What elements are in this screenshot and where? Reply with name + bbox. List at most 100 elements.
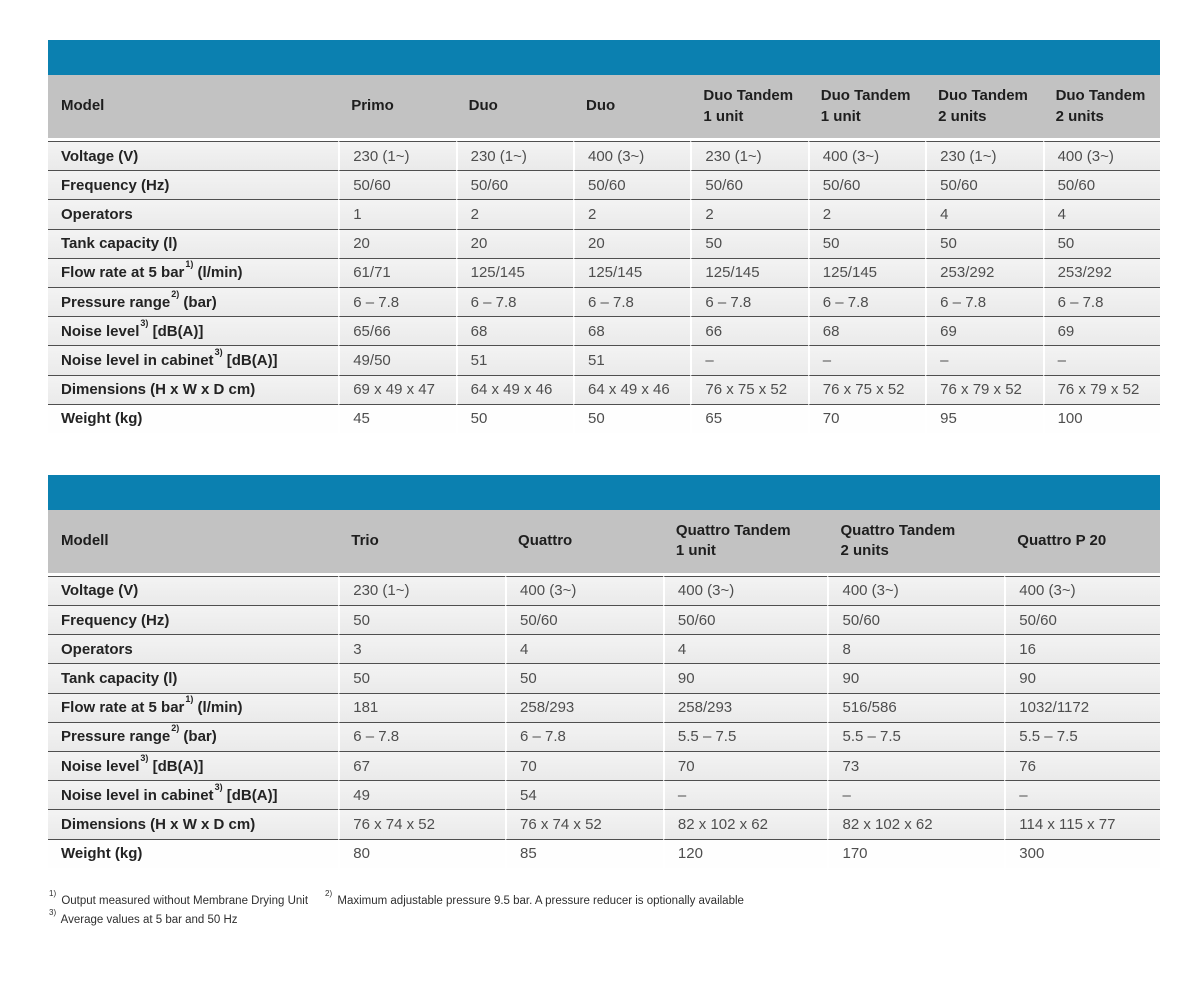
spec-value-cell: 95 xyxy=(925,403,1043,433)
spec-row: Weight (kg) 45 50 50 65 70 95 100 xyxy=(48,403,1160,433)
spec-value-cell: – xyxy=(662,780,828,810)
spec-value-cell: 6 – 7.8 xyxy=(455,286,573,317)
spec-value-cell: 400 (3~) xyxy=(573,141,691,171)
footnote: 2) Maximum adjustable pressure 9.5 bar. … xyxy=(325,888,744,907)
spec-value-cell: 230 (1~) xyxy=(338,575,506,606)
spec-value-cell: 6 – 7.8 xyxy=(338,721,506,751)
spec-value-cell: 400 (3~) xyxy=(505,575,663,606)
model-column-header: Modell xyxy=(48,509,339,576)
spec-row: Voltage (V) 230 (1~) 400 (3~) 400 (3~) 400 (… xyxy=(48,575,1160,606)
spec-value-cell: 400 (3~) xyxy=(1042,141,1160,171)
column-header: Duo xyxy=(455,75,573,141)
column-header: Duo Tandem 2 units xyxy=(925,75,1043,141)
spec-value-cell: 50 xyxy=(807,228,926,258)
spec-row: Flow rate at 5 bar1) (l/min) 181 258/293 25… xyxy=(48,692,1160,722)
column-header: Quattro P 20 xyxy=(1004,509,1160,576)
spec-value-cell: 49/50 xyxy=(338,345,456,375)
spec-value-cell: 4 xyxy=(925,199,1043,229)
spec-value-cell: 16 xyxy=(1004,634,1160,664)
row-label: Tank capacity (l) xyxy=(48,663,339,693)
spec-value-cell: 50/60 xyxy=(690,170,808,200)
spec-value-cell: 90 xyxy=(827,663,1005,693)
spec-value-cell: 76 x 79 x 52 xyxy=(925,374,1043,404)
spec-row: Frequency (Hz) 50 50/60 50/60 50/60 50/60 xyxy=(48,605,1160,635)
spec-value-cell: 4 xyxy=(505,634,663,664)
column-header: Duo Tandem 1 unit xyxy=(690,75,808,141)
spec-sheet-page: Model Primo Duo Duo Duo Tandem 1 unit Duo Tand… xyxy=(48,40,1160,930)
duo-table-header: Model Primo Duo Duo Duo Tandem 1 unit Duo Tand… xyxy=(48,75,1160,141)
spec-value-cell: 50/60 xyxy=(505,605,663,635)
row-label: Noise level3) [dB(A)] xyxy=(48,751,339,781)
spec-value-cell: 230 (1~) xyxy=(690,141,808,171)
spec-value-cell: 170 xyxy=(827,838,1005,868)
column-header: Duo xyxy=(573,75,691,141)
spec-value-cell: 69 xyxy=(1042,316,1160,346)
spec-value-cell: 69 xyxy=(925,316,1043,346)
spec-value-cell: 400 (3~) xyxy=(1004,575,1160,606)
row-label: Weight (kg) xyxy=(48,838,339,868)
spec-value-cell: 50 xyxy=(338,605,506,635)
spec-value-cell: 2 xyxy=(455,199,573,229)
header-row: Model Primo Duo Duo Duo Tandem 1 unit Duo Tand… xyxy=(48,75,1160,141)
row-label: Noise level3) [dB(A)] xyxy=(48,316,339,346)
spec-value-cell: 6 – 7.8 xyxy=(807,286,926,317)
spec-value-cell: 82 x 102 x 62 xyxy=(827,809,1005,839)
spec-value-cell: 50/60 xyxy=(1042,170,1160,200)
row-label: Noise level in cabinet3) [dB(A)] xyxy=(48,780,339,810)
spec-value-cell: 8 xyxy=(827,634,1005,664)
spec-value-cell: 64 x 49 x 46 xyxy=(455,374,573,404)
spec-value-cell: 67 xyxy=(338,751,506,781)
column-header: Quattro Tandem 1 unit xyxy=(662,509,828,576)
row-label: Noise level in cabinet3) [dB(A)] xyxy=(48,345,339,375)
spec-value-cell: 114 x 115 x 77 xyxy=(1004,809,1160,839)
spec-value-cell: 120 xyxy=(662,838,828,868)
spec-row: Tank capacity (l) 50 50 90 90 90 xyxy=(48,663,1160,693)
spec-row: Dimensions (H x W x D cm) 76 x 74 x 52 76 … xyxy=(48,809,1160,839)
spec-value-cell: 230 (1~) xyxy=(455,141,573,171)
spec-row: Weight (kg) 80 85 120 170 300 xyxy=(48,838,1160,868)
spec-row: Frequency (Hz) 50/60 50/60 50/60 50/60 50/60 5… xyxy=(48,170,1160,200)
spec-value-cell: 90 xyxy=(662,663,828,693)
spec-value-cell: 70 xyxy=(807,403,926,433)
row-label: Frequency (Hz) xyxy=(48,605,339,635)
spec-value-cell: 20 xyxy=(338,228,456,258)
spec-row: Noise level3) [dB(A)] 67 70 70 73 76 xyxy=(48,751,1160,781)
spec-value-cell: 61/71 xyxy=(338,257,456,287)
row-label: Voltage (V) xyxy=(48,141,339,171)
spec-row: Pressure range2) (bar) 6 – 7.8 6 – 7.8 5.5 … xyxy=(48,721,1160,751)
spec-row: Operators 1 2 2 2 2 4 4 xyxy=(48,199,1160,229)
column-header: Trio xyxy=(338,509,506,576)
row-label: Pressure range2) (bar) xyxy=(48,721,339,751)
spec-value-cell: 1 xyxy=(338,199,456,229)
spec-value-cell: 50 xyxy=(573,403,691,433)
spec-value-cell: 76 x 79 x 52 xyxy=(1042,374,1160,404)
spec-value-cell: 69 x 49 x 47 xyxy=(338,374,456,404)
column-header: Quattro xyxy=(505,509,663,576)
spec-value-cell: – xyxy=(827,780,1005,810)
spec-value-cell: 6 – 7.8 xyxy=(505,721,663,751)
row-label: Dimensions (H x W x D cm) xyxy=(48,809,339,839)
spec-row: Operators 3 4 4 8 16 xyxy=(48,634,1160,664)
spec-value-cell: 253/292 xyxy=(1042,257,1160,287)
duo-table-title-bar xyxy=(48,40,1160,75)
footnotes: 1) Output measured without Membrane Dryi… xyxy=(48,888,1160,930)
spec-value-cell: 82 x 102 x 62 xyxy=(662,809,828,839)
spec-value-cell: 125/145 xyxy=(455,257,573,287)
spec-value-cell: 76 x 75 x 52 xyxy=(807,374,926,404)
spec-value-cell: 65 xyxy=(690,403,808,433)
spec-value-cell: 70 xyxy=(505,751,663,781)
spec-row: Pressure range2) (bar) 6 – 7.8 6 – 7.8 6 – … xyxy=(48,286,1160,317)
footnote: 3) Average values at 5 bar and 50 Hz xyxy=(49,907,238,926)
spec-value-cell: 5.5 – 7.5 xyxy=(662,721,828,751)
spec-value-cell: 4 xyxy=(662,634,828,664)
spec-value-cell: 400 (3~) xyxy=(662,575,828,606)
spec-value-cell: 400 (3~) xyxy=(827,575,1005,606)
spec-row: Noise level in cabinet3) [dB(A)] 49 54– – – xyxy=(48,780,1160,810)
column-header: Primo xyxy=(338,75,456,141)
spec-value-cell: 5.5 – 7.5 xyxy=(827,721,1005,751)
spec-value-cell: 50/60 xyxy=(827,605,1005,635)
duo-spec-table: Model Primo Duo Duo Duo Tandem 1 unit Duo Tand… xyxy=(48,75,1160,433)
spec-value-cell: 6 – 7.8 xyxy=(690,286,808,317)
quattro-table-title-bar xyxy=(48,474,1160,510)
column-header: Duo Tandem 1 unit xyxy=(807,75,926,141)
